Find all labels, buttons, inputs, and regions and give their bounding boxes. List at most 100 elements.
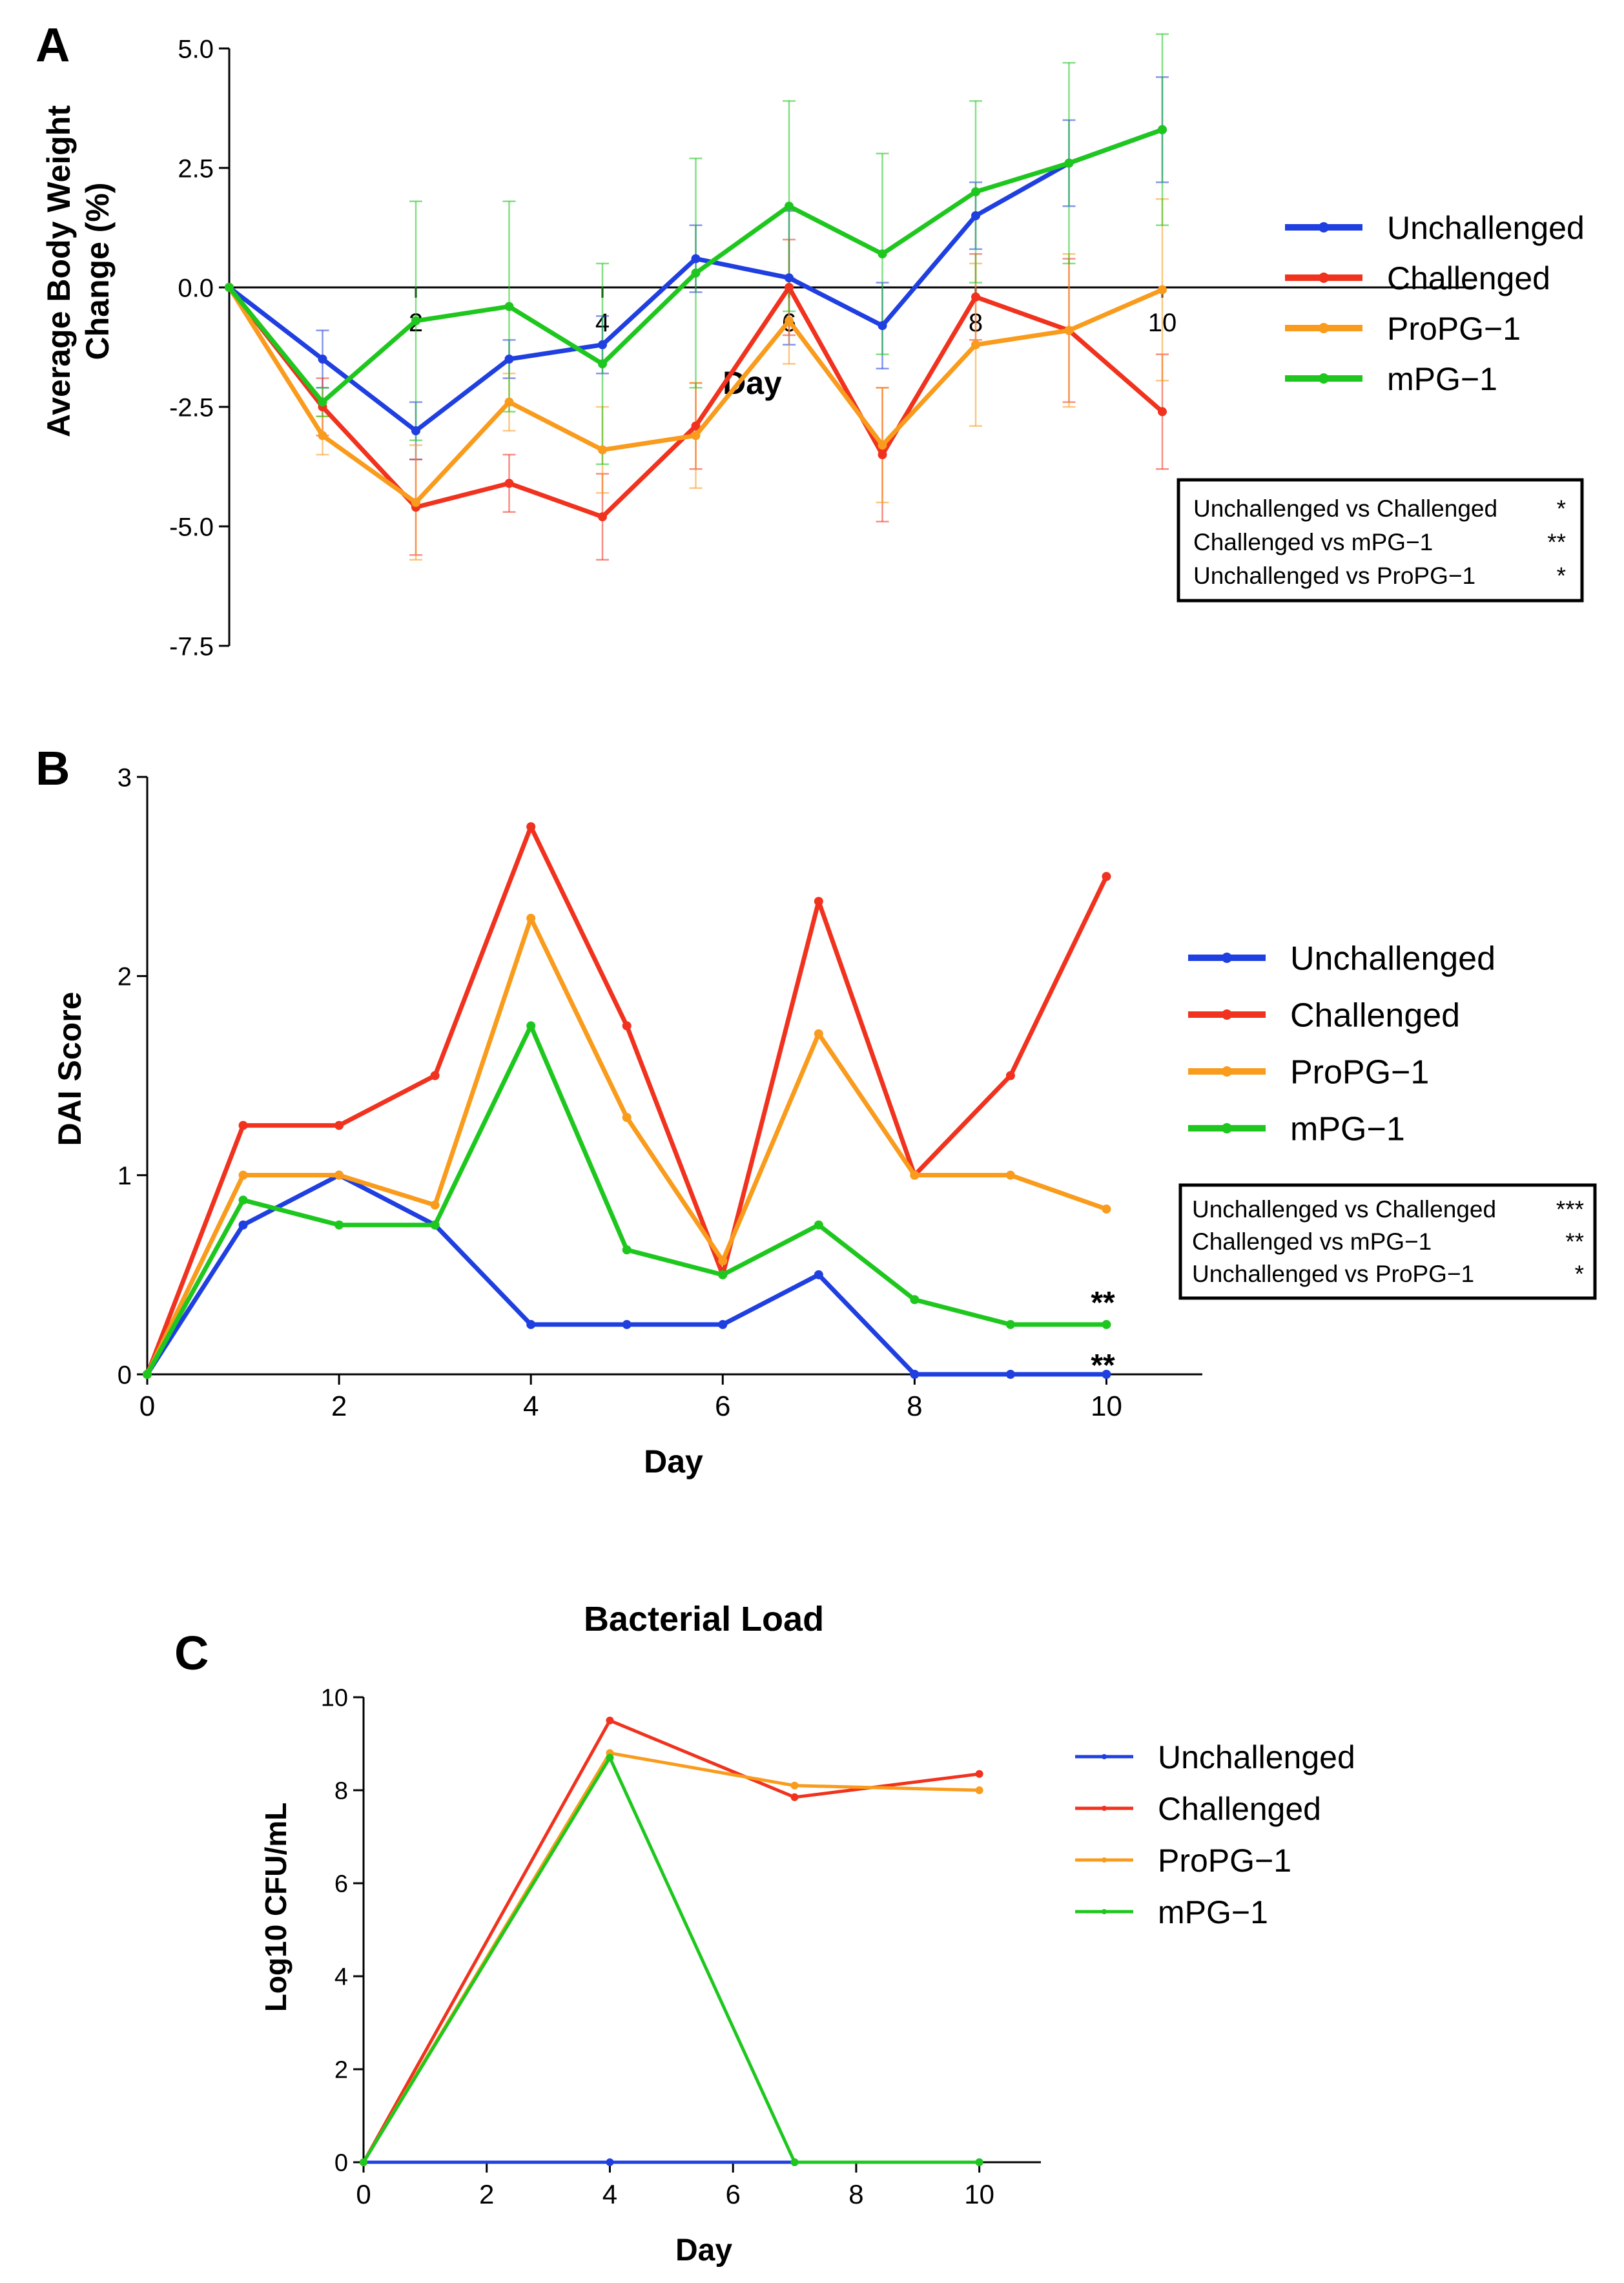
panel-b-point-propg-1 xyxy=(622,1113,632,1122)
panel-c-legend: Unchallenged Challenged ProPG−1 mPG−1 xyxy=(1075,1739,1355,1930)
panel-a-point-propg-1 xyxy=(504,397,514,407)
panel-b-point-challenged xyxy=(526,822,536,832)
panel-a-point-unchallenged xyxy=(504,355,514,364)
panel-c-ytick-label: 8 xyxy=(334,1778,348,1805)
panel-c-point-propg-1 xyxy=(790,1781,799,1790)
panel-a-point-mpg-1 xyxy=(691,268,701,278)
panel-b-point-mpg-1 xyxy=(430,1220,440,1230)
panel-a-ylabel-line2: Change (%) xyxy=(79,183,116,360)
panel-a-ytick-label: 2.5 xyxy=(178,154,214,183)
panel-c-ytick-label: 10 xyxy=(321,1685,348,1712)
panel-a-stat-row-1: Unchallenged vs Challenged xyxy=(1193,495,1497,522)
panel-a-point-challenged xyxy=(504,479,514,488)
panel-b-point-mpg-1 xyxy=(334,1220,344,1230)
panel-c-point-challenged xyxy=(606,1717,614,1724)
panel-b-point-propg-1 xyxy=(526,913,536,923)
panel-b-point-mpg-1 xyxy=(526,1021,536,1031)
panel-b-legend: Unchallenged Challenged ProPG−1 mPG−1 xyxy=(1188,940,1496,1148)
panel-c-legend-label-unchallenged: Unchallenged xyxy=(1158,1739,1355,1775)
panel-b-point-propg-1 xyxy=(718,1256,728,1266)
panel-b-point-unchallenged xyxy=(622,1319,632,1329)
panel-b-legend-marker-challenged xyxy=(1222,1009,1232,1020)
panel-c-xtick-label: 8 xyxy=(848,2179,863,2209)
panel-b-point-mpg-1 xyxy=(622,1245,632,1255)
panel-a-stat-row-2: Challenged vs mPG−1 xyxy=(1193,529,1433,555)
panel-c-line-mpg-1 xyxy=(362,1756,982,2164)
panel-a-legend-label-mpg-1: mPG−1 xyxy=(1387,361,1497,397)
panel-a-point-challenged xyxy=(785,283,794,292)
panel-a-ytick-label: 0.0 xyxy=(178,274,214,302)
panel-b-point-unchallenged xyxy=(814,1270,823,1279)
panel-a-legend-marker-propg-1 xyxy=(1319,323,1329,333)
panel-a-point-unchallenged xyxy=(691,254,701,263)
panel-b-point-propg-1 xyxy=(238,1170,248,1180)
panel-a-point-mpg-1 xyxy=(504,302,514,311)
panel-a-letter: A xyxy=(36,18,70,72)
panel-c-xtick-label: 6 xyxy=(726,2179,741,2209)
panel-b-stats-box: Unchallenged vs Challenged *** Challenge… xyxy=(1178,1183,1597,1300)
panel-b-point-mpg-1 xyxy=(1102,1319,1111,1329)
panel-a-point-propg-1 xyxy=(598,445,607,455)
panel-a-point-unchallenged xyxy=(318,355,327,364)
panel-b-stat-row-2: Challenged vs mPG−1 xyxy=(1192,1228,1432,1255)
panel-a-ylabel-line1: Average Body Weight xyxy=(41,105,77,437)
panel-b-point-mpg-1 xyxy=(910,1295,920,1305)
panel-b-point-mpg-1 xyxy=(718,1270,728,1279)
panel-c-point-mpg-1 xyxy=(606,1753,614,1762)
panel-a-point-propg-1 xyxy=(691,431,701,440)
panel-c-point-propg-1 xyxy=(975,1786,983,1794)
panel-a-point-propg-1 xyxy=(1064,325,1074,335)
panel-a-ytick-label: -5.0 xyxy=(169,513,214,541)
panel-b-ytick-label: 1 xyxy=(118,1162,132,1190)
panel-a-point-propg-1 xyxy=(878,440,887,450)
panel-a-point-propg-1 xyxy=(785,316,794,325)
panel-a-legend-marker-unchallenged xyxy=(1319,222,1329,232)
panel-c-letter: C xyxy=(174,1626,209,1680)
panel-a-point-challenged xyxy=(971,292,980,302)
panel-b-legend-label-propg-1: ProPG−1 xyxy=(1290,1054,1429,1091)
panel-b-point-unchallenged xyxy=(910,1370,920,1379)
panel-b-point-challenged xyxy=(622,1021,632,1031)
panel-c-ytick-label: 0 xyxy=(334,2150,348,2177)
panel-b-point-unchallenged xyxy=(238,1220,248,1230)
panel-a: A Average Body Weight Change (%) 5.0 2.5 0… xyxy=(36,18,1585,661)
panel-b-legend-marker-unchallenged xyxy=(1222,953,1232,963)
panel-b-point-challenged xyxy=(238,1121,248,1130)
panel-b-point-unchallenged xyxy=(1005,1370,1015,1379)
panel-b-xtick-label: 0 xyxy=(139,1390,155,1422)
panel-c-line-propg-1 xyxy=(362,1751,982,2164)
panel-a-point-challenged xyxy=(598,512,607,522)
panel-a-point-unchallenged xyxy=(785,273,794,283)
panel-b-line-propg-1 xyxy=(145,916,1109,1377)
panel-b-ytick-label: 3 xyxy=(118,763,132,792)
panel-c-xlabel: Day xyxy=(675,2233,732,2268)
panel-a-point-mpg-1 xyxy=(225,283,234,292)
panel-b-stat-row-3: Unchallenged vs ProPG−1 xyxy=(1192,1261,1474,1287)
panel-a-ytick-label: 5.0 xyxy=(178,35,214,63)
panel-b-ylabel: DAI Score xyxy=(52,992,88,1146)
panel-a-point-mpg-1 xyxy=(318,397,327,407)
panel-b-xtick-label: 2 xyxy=(331,1390,347,1422)
panel-a-legend: Unchallenged Challenged ProPG−1 mPG−1 xyxy=(1285,210,1585,397)
panel-a-legend-label-challenged: Challenged xyxy=(1387,260,1550,296)
panel-a-stat-sig-3: * xyxy=(1557,563,1566,589)
panel-a-point-mpg-1 xyxy=(598,359,607,369)
panel-b-stat-sig-3: * xyxy=(1575,1261,1584,1287)
panel-a-point-unchallenged xyxy=(878,321,887,331)
panel-b-point-propg-1 xyxy=(814,1029,823,1038)
panel-b-xtick-label: 8 xyxy=(907,1390,922,1422)
panel-b-point-unchallenged xyxy=(526,1319,536,1329)
panel-c-xtick-label: 2 xyxy=(479,2179,494,2209)
panel-b-sig-unchallenged: ** xyxy=(1091,1348,1115,1383)
panel-c-ylabel: Log10 CFU/mL xyxy=(259,1803,293,2012)
panel-a-ylabel: Average Body Weight Change (%) xyxy=(41,105,116,437)
panel-c-point-mpg-1 xyxy=(790,2158,799,2166)
panel-b-letter: B xyxy=(36,741,70,795)
panel-b-xlabel: Day xyxy=(644,1443,703,1480)
panel-c-point-challenged xyxy=(790,1793,799,1801)
panel-a-point-mpg-1 xyxy=(1158,125,1167,134)
panel-b-sig-mpg1: ** xyxy=(1091,1286,1115,1320)
panel-a-point-mpg-1 xyxy=(971,187,980,196)
panel-b-point-propg-1 xyxy=(1005,1170,1015,1180)
panel-c-xtick-label: 0 xyxy=(356,2179,371,2209)
